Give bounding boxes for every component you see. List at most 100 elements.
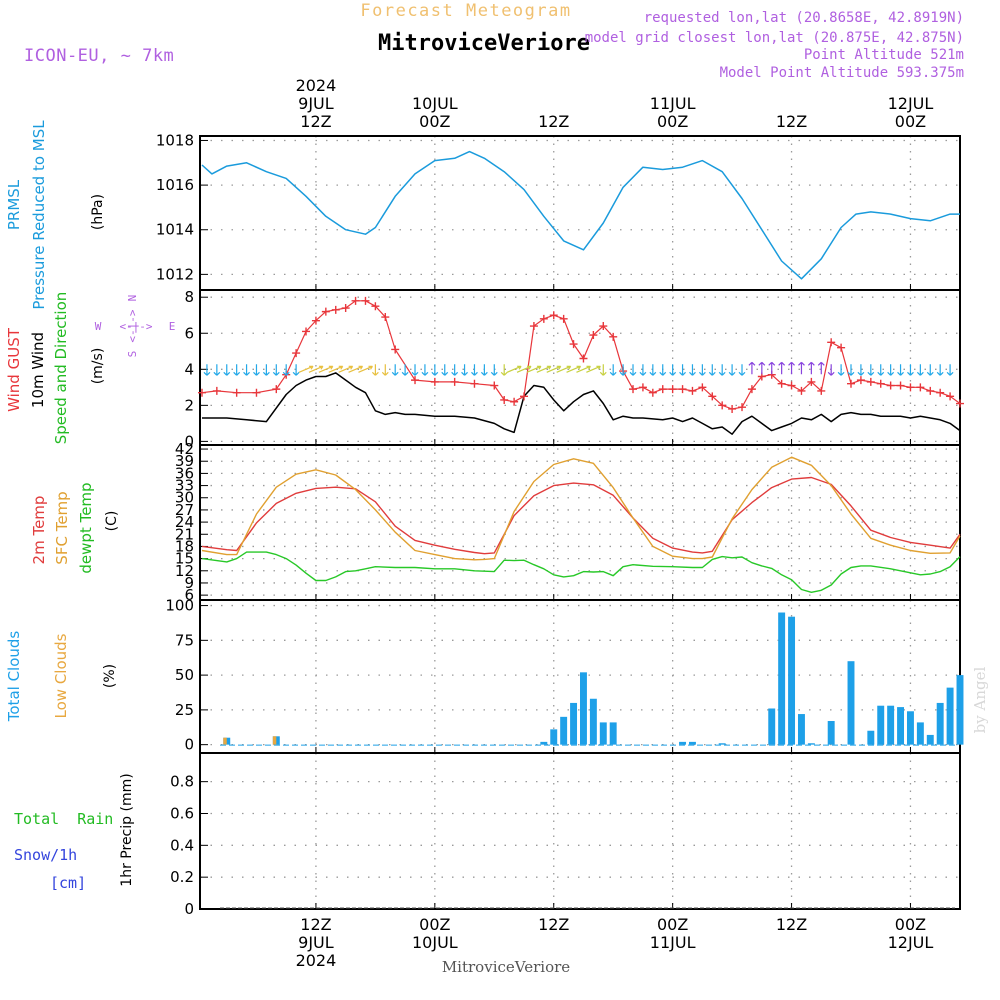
gust-point [500,395,509,404]
wind-direction-arrow [536,365,552,373]
gust-point [331,305,340,314]
wind-label: 10m Wind [29,332,47,408]
total-cloud-bar [570,702,578,745]
y-tick-label: 0 [184,900,194,918]
total-cloud-bar [946,687,954,745]
y-tick-label: 8 [184,288,194,306]
gust-point [510,397,519,406]
time-label: 00Z [895,112,926,131]
time-label: 12JUL [888,933,934,952]
time-label: 12Z [538,112,569,131]
gust-point [302,327,311,336]
pressure-unit: (hPa) [90,194,106,230]
wind-direction-arrow [708,364,716,376]
y-tick-label: 36 [175,464,194,482]
gust-point [856,376,865,385]
gust-point [926,386,935,395]
y-tick-label: 0.8 [170,773,194,791]
gust-point [906,383,915,392]
wind-direction-arrow [431,364,439,376]
y-tick-label: 25 [175,701,194,719]
compass-legend: N <-|-> S W <-|-> E [95,295,176,358]
gust-point [520,392,529,401]
gust-point [886,381,895,390]
compass-west: W [95,320,102,333]
total-cloud-bar [550,729,558,745]
total-cloud-bar [589,698,597,745]
y-tick-label: 0 [184,736,194,754]
wind-unit: (m/s) [90,348,106,385]
gust-point [847,379,856,388]
gust-point [658,385,667,394]
total-cloud-bar [609,722,617,745]
gust-point [559,314,568,323]
y-tick-label: 30 [175,489,194,507]
wind-speed-line [202,372,961,435]
y-tick-label: 75 [175,631,194,649]
wind-direction-arrow [798,361,805,375]
wind-direction-arrow [877,364,885,376]
total-cloud-bar [936,702,944,745]
y-tick-label: 39 [175,452,194,470]
temp-unit: (C) [104,511,120,532]
gust-point [599,322,608,331]
compass-south: S [126,351,139,358]
gust-point [629,385,638,394]
wind-dir-label: Speed and Direction [52,292,70,445]
gust-point [529,322,538,331]
y-tick-label: 4 [184,360,194,378]
gust-point [807,377,816,386]
wind-direction-arrow [516,365,532,373]
wind-direction-arrow [526,365,542,373]
dewpt-line [201,551,961,593]
wind-direction-arrow [421,364,429,376]
gust-point [787,381,796,390]
y-tick-label: 18 [175,537,194,555]
y-tick-label: 42 [175,440,194,458]
gust-point [361,296,370,305]
wind-direction-arrow [629,364,637,376]
watermark: by Angel [971,666,989,733]
model-name: ICON-EU, ~ 7km [24,46,174,66]
temp2m-line [201,476,961,555]
wind-direction-arrow [669,364,677,376]
gust-point [450,377,459,386]
wind-direction-arrow [308,365,324,373]
wind-direction-arrow [807,361,815,375]
wind-direction-arrow [679,364,686,376]
gust-point [549,311,558,320]
wind-direction-arrow [649,364,657,376]
gust-point [430,377,439,386]
precip-panel: 0 0.2 0.4 0.6 0.8 [170,752,961,918]
wind-direction-arrow [817,361,825,375]
sfc-temp-label: SFC Temp [53,491,71,564]
wind-direction-arrow [946,364,954,376]
y-tick-label: 2 [184,396,194,414]
wind-direction-arrow [718,364,726,376]
wind-direction-arrow [318,365,334,373]
time-label: 00Z [657,112,688,131]
total-cloud-bar [560,716,568,745]
total-cloud-bar [897,707,905,745]
gust-point [718,401,727,410]
y-tick-label: 9 [184,574,194,592]
gust-point [837,343,846,352]
y-tick-label: 12 [175,562,194,580]
y-tick-label: 50 [175,666,194,684]
low-clouds-label: Low Clouds [52,633,70,718]
location-title: MitroviceVeriore [378,31,590,56]
y-tick-label: 6 [184,324,194,342]
gust-point [232,388,241,397]
gust-point [777,379,786,388]
gust-point [668,385,677,394]
time-label: 2024 [296,951,337,970]
gust-point [212,386,221,395]
pressure-line [201,150,960,280]
sfc-temp-line [201,456,961,561]
panel-frame [199,444,961,601]
wind-direction-arrow [441,364,449,376]
time-label: 12Z [538,915,569,934]
wind-direction-arrow [338,365,354,373]
